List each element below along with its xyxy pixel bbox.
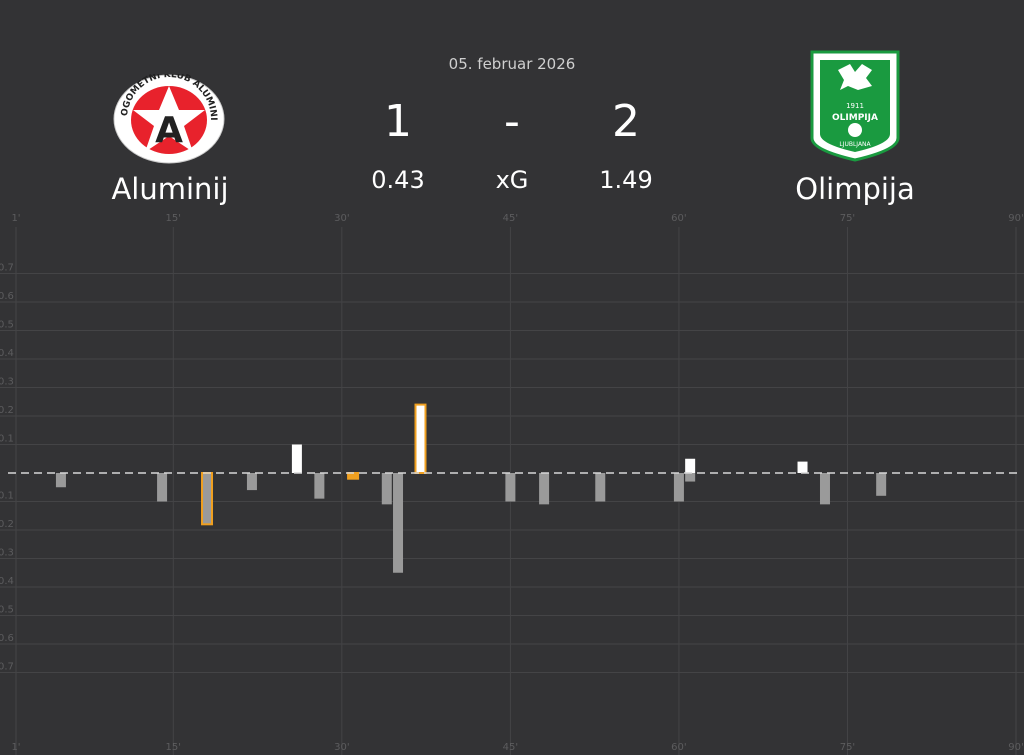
y-tick-label: 0.7 (0, 662, 14, 673)
xg-timeline-chart: 1' 1' 15' 15' 30' 30' 45' 45' 60' 60' 75' 75' 90' 90'… (0, 213, 1024, 755)
home-team-logo: A NOGOMETNI KLUB ALUMINIJ (113, 74, 225, 164)
score-separator: - (504, 96, 520, 147)
y-tick-label: 0.5 (0, 320, 14, 331)
x-tick-label-bottom: 30' (334, 742, 349, 753)
away-shot-bar-goal (201, 472, 214, 526)
x-tick-label-bottom: 75' (840, 742, 855, 753)
y-tick-label: 0.1 (0, 434, 14, 445)
away-shot-bar (381, 473, 392, 505)
home-shot-bar (291, 444, 302, 473)
away-shot-bar (314, 473, 325, 499)
away-shot-bar (157, 473, 168, 502)
ball-icon (848, 123, 862, 137)
x-tick-label-top: 60' (671, 213, 686, 224)
y-tick-label: 0.1 (0, 491, 14, 502)
x-tick-label-bottom: 15' (166, 742, 181, 753)
home-score: 1 (384, 96, 412, 147)
y-tick-label: 0.5 (0, 605, 14, 616)
home-shot-bar-goal (414, 403, 427, 475)
away-shot-bar (505, 473, 516, 502)
home-team-name: Aluminij (111, 172, 229, 206)
x-tick-label-top: 45' (503, 213, 518, 224)
away-shot-bar (685, 473, 696, 482)
away-shot-bar (246, 473, 257, 491)
away-shot-bar (539, 473, 550, 505)
x-tick-label-top: 75' (840, 213, 855, 224)
xg-label: xG (495, 166, 529, 194)
x-tick-label-bottom: 45' (503, 742, 518, 753)
away-score: 2 (612, 96, 640, 147)
star-icon (133, 86, 205, 152)
y-tick-label: 0.3 (0, 377, 14, 388)
home-shot-bar (685, 458, 696, 473)
x-tick-label-top: 90' (1008, 213, 1023, 224)
x-tick-label-top: 1' (11, 213, 20, 224)
y-tick-label: 0.3 (0, 548, 14, 559)
away-shot-bar (393, 473, 404, 573)
away-shot-bar (673, 473, 684, 502)
home-logo-letter: A (155, 110, 183, 151)
y-tick-label: 0.4 (0, 348, 14, 359)
away-shot-bar (595, 473, 606, 502)
dragon-icon (838, 64, 872, 90)
away-shot-bar (55, 473, 66, 488)
away-xg: 1.49 (599, 166, 653, 194)
away-shot-bar (819, 473, 830, 505)
y-tick-label: 0.2 (0, 519, 14, 530)
x-tick-label-top: 15' (166, 213, 181, 224)
away-logo-city: LJUBLJANA (839, 141, 871, 148)
home-xg: 0.43 (371, 166, 425, 194)
match-date: 05. februar 2026 (448, 55, 576, 73)
x-tick-label-bottom: 60' (671, 742, 686, 753)
y-tick-label: 0.2 (0, 405, 14, 416)
y-tick-label: 0.4 (0, 576, 14, 587)
away-logo-name: OLIMPIJA (832, 113, 878, 123)
home-shot-bar (797, 461, 808, 473)
y-tick-label: 0.6 (0, 633, 14, 644)
y-tick-label: 0.6 (0, 291, 14, 302)
x-tick-label-top: 30' (334, 213, 349, 224)
y-tick-label: 0.7 (0, 263, 14, 274)
x-tick-label-bottom: 1' (11, 742, 20, 753)
away-team-logo: 1911 OLIMPIJA LJUBLJANA (810, 50, 900, 162)
away-shot-bar (876, 473, 887, 496)
x-tick-label-bottom: 90' (1008, 742, 1023, 753)
away-shot-bar-goal (347, 472, 360, 480)
away-logo-year: 1911 (846, 102, 864, 110)
away-team-name: Olimpija (795, 172, 915, 206)
